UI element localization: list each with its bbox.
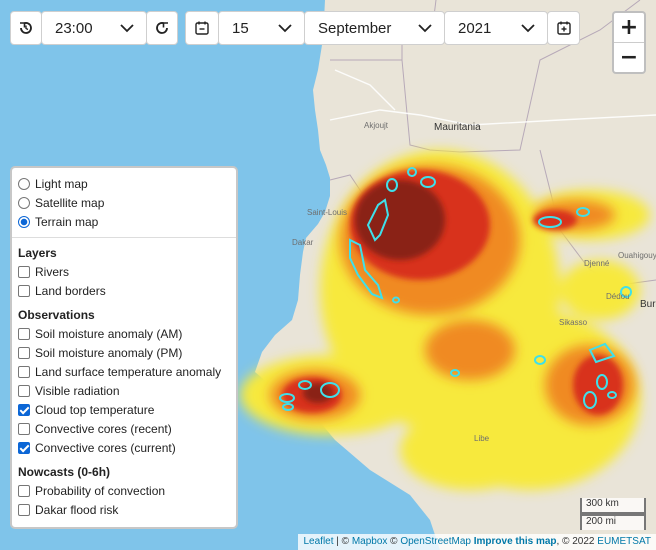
checkbox-cloud-top-temp[interactable] xyxy=(18,403,30,416)
scale-metric: 300 km xyxy=(580,498,646,514)
layer-land-borders-label: Land borders xyxy=(35,283,106,298)
chevron-down-icon xyxy=(521,24,535,33)
observations-heading: Observations xyxy=(18,307,95,322)
chevron-down-icon xyxy=(278,24,292,33)
checkbox-land-borders[interactable] xyxy=(18,284,30,297)
checkbox-soil-moisture-pm[interactable] xyxy=(18,346,30,359)
label-saint-louis: Saint-Louis xyxy=(307,208,347,217)
obs-cloud-top-temp-option[interactable]: Cloud top temperature xyxy=(18,400,236,419)
label-akjoujt: Akjoujt xyxy=(364,121,389,130)
previous-day-button[interactable] xyxy=(185,11,219,45)
label-libe: Libe xyxy=(474,434,490,443)
layer-rivers-label: Rivers xyxy=(35,264,70,279)
month-select[interactable]: September xyxy=(304,11,445,45)
month-value: September xyxy=(318,19,392,37)
time-select[interactable]: 23:00 xyxy=(41,11,147,45)
mapbox-link[interactable]: Mapbox xyxy=(351,536,388,547)
rotate-right-icon xyxy=(156,22,168,34)
obs-visible-radiation-label: Visible radiation xyxy=(35,383,120,398)
layer-land-borders-option[interactable]: Land borders xyxy=(18,281,236,300)
chevron-down-icon xyxy=(120,24,134,33)
scale-imperial: 200 mi xyxy=(580,514,646,530)
panel-divider xyxy=(12,237,236,238)
checkbox-soil-moisture-am[interactable] xyxy=(18,327,30,340)
calendar-plus-icon xyxy=(556,21,571,35)
openstreetmap-link[interactable]: OpenStreetMap xyxy=(400,536,471,547)
layer-control-panel: Light map Satellite map Terrain map Laye… xyxy=(10,166,238,529)
day-select[interactable]: 15 xyxy=(218,11,305,45)
obs-cores-current-option[interactable]: Convective cores (current) xyxy=(18,438,236,457)
checkbox-cores-current[interactable] xyxy=(18,441,30,454)
improve-map-link[interactable]: Improve this map xyxy=(473,536,557,547)
obs-cores-current-label: Convective cores (current) xyxy=(35,440,176,455)
obs-soil-moisture-pm-label: Soil moisture anomaly (PM) xyxy=(35,345,183,360)
obs-visible-radiation-option[interactable]: Visible radiation xyxy=(18,381,236,400)
attribution-bar: Leaflet | © Mapbox © OpenStreetMap Impro… xyxy=(298,534,656,550)
roads xyxy=(329,69,656,126)
place-labels: Mauritania Akjoujt Saint-Louis Dakar Sik… xyxy=(292,121,656,443)
obs-soil-moisture-am-label: Soil moisture anomaly (AM) xyxy=(35,326,183,341)
obs-cloud-top-temp-label: Cloud top temperature xyxy=(35,402,155,417)
obs-cores-recent-label: Convective cores (recent) xyxy=(35,421,172,436)
year-value: 2021 xyxy=(458,19,492,37)
leaflet-link[interactable]: Leaflet xyxy=(303,536,334,547)
rotate-left-icon xyxy=(20,22,32,34)
label-dakar: Dakar xyxy=(292,238,314,247)
day-value: 15 xyxy=(232,19,249,37)
obs-soil-moisture-pm-option[interactable]: Soil moisture anomaly (PM) xyxy=(18,343,236,362)
checkbox-probability-convection[interactable] xyxy=(18,484,30,497)
nowcast-convection-option[interactable]: Probability of convection xyxy=(18,481,236,500)
label-sikasso: Sikasso xyxy=(559,318,588,327)
attribution-sep-2: © xyxy=(387,536,401,547)
checkbox-land-surface-temp[interactable] xyxy=(18,365,30,378)
basemap-light-option[interactable]: Light map xyxy=(18,174,236,193)
nowcast-convection-label: Probability of convection xyxy=(35,483,166,498)
cloud-top-temperature-layer xyxy=(240,150,650,490)
obs-land-surface-temp-option[interactable]: Land surface temperature anomaly xyxy=(18,362,236,381)
attribution-sep-4: , © 2022 xyxy=(556,536,598,547)
time-value: 23:00 xyxy=(55,19,93,37)
basemap-satellite-option[interactable]: Satellite map xyxy=(18,193,236,212)
eumetsat-link[interactable]: EUMETSAT xyxy=(597,536,651,547)
basemap-satellite-label: Satellite map xyxy=(35,195,105,210)
zoom-out-button[interactable]: − xyxy=(614,42,644,72)
label-dedou: Dédou xyxy=(606,292,630,301)
next-day-button[interactable] xyxy=(547,11,580,45)
checkbox-rivers[interactable] xyxy=(18,265,30,278)
basemap-terrain-option[interactable]: Terrain map xyxy=(18,212,236,231)
layers-heading: Layers xyxy=(18,245,57,260)
zoom-in-button[interactable]: + xyxy=(619,15,639,40)
layer-rivers-option[interactable]: Rivers xyxy=(18,262,236,281)
nowcast-dakar-flood-label: Dakar flood risk xyxy=(35,502,119,517)
obs-soil-moisture-am-option[interactable]: Soil moisture anomaly (AM) xyxy=(18,324,236,343)
convective-cores-layer xyxy=(279,167,632,411)
calendar-minus-icon xyxy=(195,21,209,35)
attribution-sep-1: | © xyxy=(333,536,352,547)
basemap-light-label: Light map xyxy=(35,176,88,191)
label-djenne: Djenné xyxy=(584,259,610,268)
obs-land-surface-temp-label: Land surface temperature anomaly xyxy=(35,364,222,379)
year-select[interactable]: 2021 xyxy=(444,11,548,45)
checkbox-visible-radiation[interactable] xyxy=(18,384,30,397)
nowcast-dakar-flood-option[interactable]: Dakar flood risk xyxy=(18,500,236,519)
radio-terrain-map[interactable] xyxy=(18,215,30,228)
label-burkina: Burk xyxy=(640,299,656,310)
previous-time-button[interactable] xyxy=(10,11,42,45)
zoom-control: + − xyxy=(612,11,646,74)
radio-light-map[interactable] xyxy=(18,177,30,190)
checkbox-dakar-flood-risk[interactable] xyxy=(18,503,30,516)
radio-satellite-map[interactable] xyxy=(18,196,30,209)
obs-cores-recent-option[interactable]: Convective cores (recent) xyxy=(18,419,236,438)
checkbox-cores-recent[interactable] xyxy=(18,422,30,435)
next-time-button[interactable] xyxy=(146,11,178,45)
nowcasts-heading: Nowcasts (0-6h) xyxy=(18,464,111,479)
label-mauritania: Mauritania xyxy=(434,122,481,133)
chevron-down-icon xyxy=(418,24,432,33)
label-ouahigouya: Ouahigouya xyxy=(618,251,656,260)
basemap-terrain-label: Terrain map xyxy=(35,214,99,229)
